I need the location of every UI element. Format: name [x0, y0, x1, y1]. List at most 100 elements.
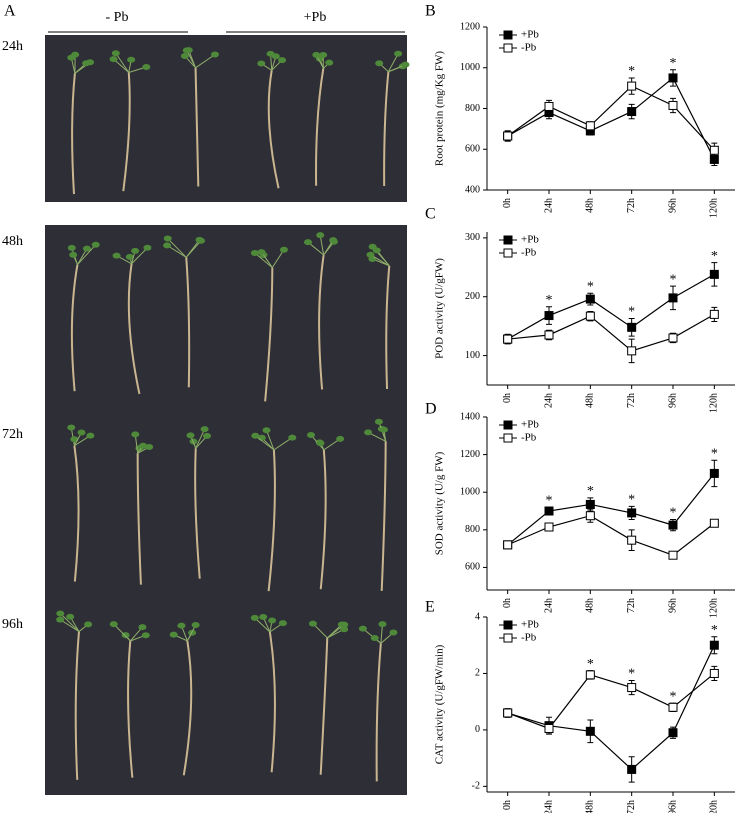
root: [185, 257, 191, 388]
leaf: [82, 60, 91, 67]
root: [122, 72, 131, 192]
stem: [77, 244, 97, 265]
y-tick-label: 600: [465, 144, 480, 155]
leaf: [177, 622, 186, 629]
marker: [585, 511, 595, 521]
leaf: [109, 621, 118, 628]
marker: [709, 518, 719, 528]
marker: [668, 702, 678, 712]
significance-mark: *: [628, 305, 635, 320]
marker: [627, 81, 637, 91]
marker: [627, 683, 637, 693]
stem: [195, 428, 206, 449]
legend-marker: [503, 43, 513, 53]
leaf: [91, 241, 100, 248]
series-line: [507, 77, 715, 160]
leaf: [131, 247, 140, 254]
marker: [709, 269, 719, 279]
leaf: [66, 613, 75, 620]
root: [380, 441, 387, 591]
y-tick-label: 1200: [460, 449, 480, 460]
leaf: [394, 50, 403, 57]
series-line: [507, 515, 715, 556]
root: [319, 637, 329, 775]
leaf: [372, 247, 381, 254]
stem: [255, 435, 275, 451]
leaf: [67, 54, 76, 61]
leaf: [389, 629, 398, 636]
leaf: [70, 436, 79, 443]
significance-mark: *: [628, 493, 635, 508]
leaf: [251, 432, 260, 439]
root: [71, 73, 76, 195]
marker: [544, 506, 554, 516]
x-tick-label: 48h: [585, 198, 596, 213]
stem: [59, 619, 80, 632]
panel-label: C: [425, 206, 436, 223]
leaf: [86, 432, 95, 439]
x-tick-label: 72h: [626, 598, 637, 613]
leaf: [401, 61, 410, 68]
marker: [585, 121, 595, 131]
leaf: [366, 251, 375, 258]
x-tick-label: 120h: [709, 393, 720, 413]
marker: [668, 728, 678, 738]
leaf: [69, 251, 78, 258]
group-label: +Pb: [304, 10, 327, 25]
legend-marker: [503, 248, 513, 258]
legend-marker: [503, 420, 513, 430]
root: [375, 643, 382, 782]
leaf: [278, 57, 287, 64]
marker: [544, 101, 554, 111]
significance-mark: *: [546, 293, 553, 308]
leaf: [191, 622, 200, 629]
marker: [503, 708, 513, 718]
legend-marker: [503, 633, 513, 643]
leaf: [169, 631, 178, 638]
leaf: [67, 244, 76, 251]
leaf: [375, 60, 384, 67]
marker: [503, 540, 513, 550]
root: [127, 263, 141, 395]
x-tick-label: 0h: [502, 198, 513, 208]
x-tick-label: 96h: [667, 198, 678, 213]
leaf: [257, 60, 266, 67]
legend-marker: [503, 30, 513, 40]
legend-label: -Pb: [521, 247, 537, 259]
significance-mark: *: [670, 689, 677, 704]
x-tick-label: 72h: [626, 800, 637, 813]
marker: [709, 309, 719, 319]
legend-label: -Pb: [521, 42, 537, 54]
root: [73, 445, 80, 582]
marker: [668, 293, 678, 303]
leaf: [288, 434, 297, 441]
significance-mark: *: [711, 623, 718, 638]
leaf: [56, 610, 65, 617]
leaf: [200, 426, 209, 433]
legend-label: -Pb: [521, 632, 537, 644]
legend-label: -Pb: [521, 432, 537, 444]
y-tick-label: 0: [475, 724, 480, 735]
marker: [585, 499, 595, 509]
leaf: [131, 431, 140, 438]
root: [194, 448, 201, 579]
marker: [544, 723, 554, 733]
stem: [195, 54, 216, 69]
significance-mark: *: [628, 667, 635, 682]
stem: [167, 238, 187, 258]
stem: [273, 437, 293, 451]
marker: [668, 550, 678, 560]
marker: [627, 107, 637, 117]
leaf: [308, 620, 317, 627]
photo: [45, 600, 407, 795]
leaf: [279, 246, 288, 253]
marker: [627, 322, 637, 332]
leaf: [84, 621, 93, 628]
root: [182, 640, 193, 776]
significance-mark: *: [670, 506, 677, 521]
leaf: [143, 244, 152, 251]
leaf: [139, 442, 148, 449]
stem: [387, 53, 399, 72]
leaf: [306, 432, 315, 439]
leaf: [186, 432, 195, 439]
